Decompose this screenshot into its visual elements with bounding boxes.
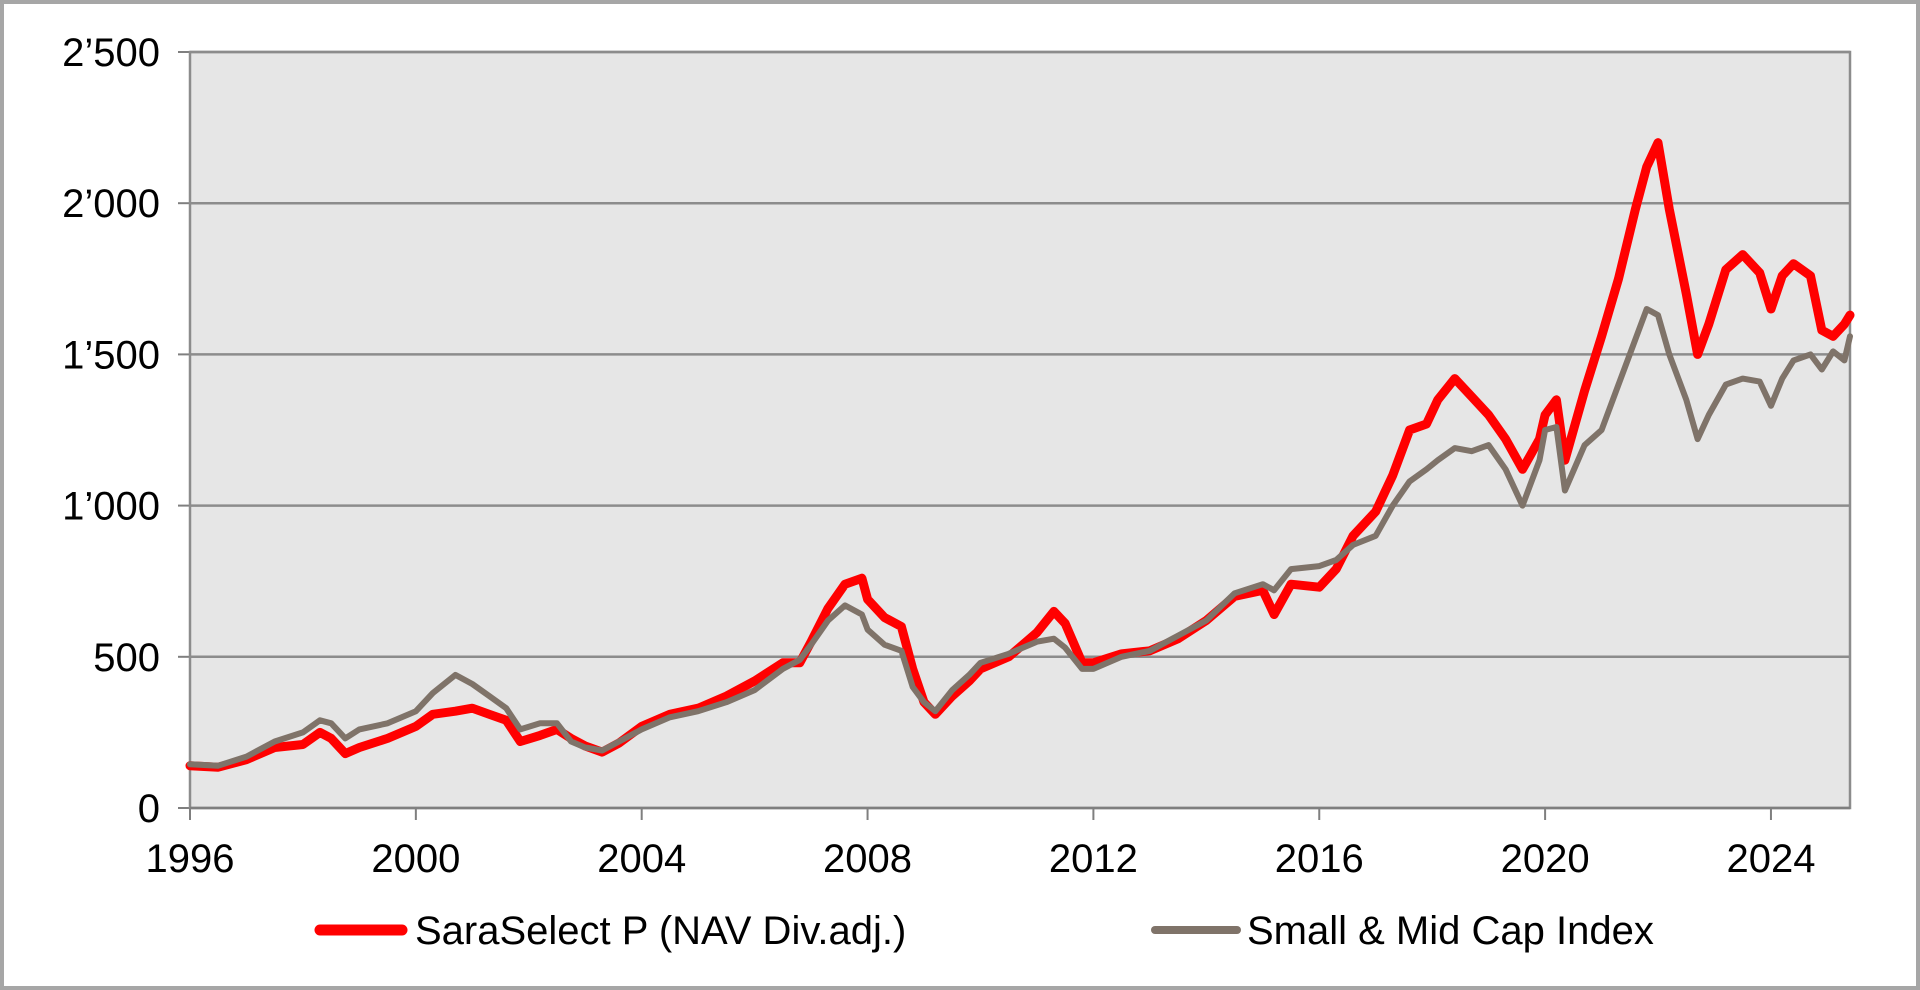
axes: 0 500 1’000 1’500 2’000 2’500 1996 2000 2004 2008… bbox=[62, 31, 1852, 881]
legend-label-2: Small & Mid Cap Index bbox=[1247, 909, 1654, 953]
x-tick-label: 2016 bbox=[1275, 837, 1364, 881]
x-tick-label: 2024 bbox=[1726, 837, 1815, 881]
legend-label-1: SaraSelect P (NAV Div.adj.) bbox=[415, 909, 906, 953]
x-tick-label: 2004 bbox=[597, 837, 686, 881]
x-tick-label: 2008 bbox=[823, 837, 912, 881]
series-line-2 bbox=[187, 306, 1853, 769]
x-tick-label: 1996 bbox=[146, 837, 235, 881]
legend: SaraSelect P (NAV Div.adj.) Small & Mid C… bbox=[314, 909, 1654, 953]
y-tick-label: 500 bbox=[93, 636, 160, 680]
series-lines bbox=[185, 138, 1855, 772]
y-tick-label: 1’500 bbox=[62, 333, 160, 377]
y-tick-label: 1’000 bbox=[62, 485, 160, 529]
x-tick-label: 2000 bbox=[371, 837, 460, 881]
x-tick-label: 2012 bbox=[1049, 837, 1138, 881]
y-tick-label: 2’000 bbox=[62, 182, 160, 226]
x-tick-label: 2020 bbox=[1501, 837, 1590, 881]
series-line-1 bbox=[185, 138, 1855, 772]
y-tick-label: 2’500 bbox=[62, 31, 160, 75]
y-tick-label: 0 bbox=[138, 787, 160, 831]
